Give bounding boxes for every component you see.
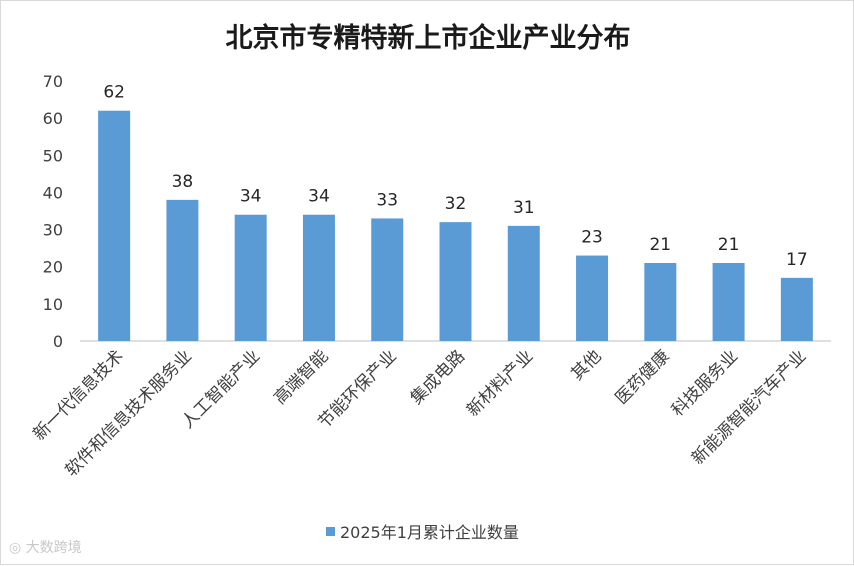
y-tick-label: 10 <box>43 295 63 314</box>
category-label: 新材料产业 <box>463 346 537 420</box>
bar <box>644 263 677 341</box>
chart-title: 北京市专精特新上市企业产业分布 <box>226 22 631 54</box>
y-tick-label: 60 <box>43 109 63 128</box>
y-tick-label: 70 <box>43 72 63 91</box>
bar <box>576 255 609 341</box>
data-label: 38 <box>172 172 194 192</box>
category-label: 医药健康 <box>612 346 674 408</box>
data-label: 23 <box>581 228 603 248</box>
y-tick-label: 50 <box>43 146 63 165</box>
bar <box>302 214 335 341</box>
legend-label: 2025年1月累计企业数量 <box>340 523 519 542</box>
bar <box>439 222 472 341</box>
data-label: 34 <box>308 187 330 207</box>
data-label: 17 <box>786 250 808 270</box>
bar <box>371 218 404 341</box>
bar-series <box>98 110 813 341</box>
bar <box>780 277 813 341</box>
category-label: 其他 <box>567 346 605 384</box>
category-label: 新能源智能汽车产业 <box>688 346 810 468</box>
data-label: 21 <box>718 235 740 255</box>
data-label: 33 <box>376 190 398 210</box>
data-label: 21 <box>649 235 671 255</box>
data-label: 31 <box>513 198 535 218</box>
category-label: 高端智能 <box>270 346 332 408</box>
watermark-logo: ◎ 大数跨境 <box>9 537 82 557</box>
data-label: 32 <box>445 194 467 214</box>
category-label: 科技服务业 <box>668 346 742 420</box>
y-tick-label: 0 <box>53 332 63 351</box>
bar <box>166 199 199 341</box>
y-axis-ticks: 0 10 20 30 40 50 60 70 <box>43 72 63 351</box>
data-labels: 62 38 34 34 33 32 31 23 21 21 17 <box>103 83 807 270</box>
y-tick-label: 40 <box>43 183 63 202</box>
bar <box>507 225 540 341</box>
watermark-icon: ◎ <box>9 540 22 556</box>
y-tick-label: 30 <box>43 221 63 240</box>
bar <box>234 214 267 341</box>
data-label: 34 <box>240 187 262 207</box>
bar <box>712 263 745 341</box>
watermark-text: 大数跨境 <box>25 540 82 556</box>
bar <box>98 110 131 341</box>
y-tick-label: 20 <box>43 258 63 277</box>
legend: 2025年1月累计企业数量 <box>326 523 519 542</box>
category-label: 集成电路 <box>407 346 469 408</box>
data-label: 62 <box>103 83 125 103</box>
category-label: 软件和信息技术服务业 <box>62 346 196 480</box>
legend-swatch <box>326 527 335 536</box>
